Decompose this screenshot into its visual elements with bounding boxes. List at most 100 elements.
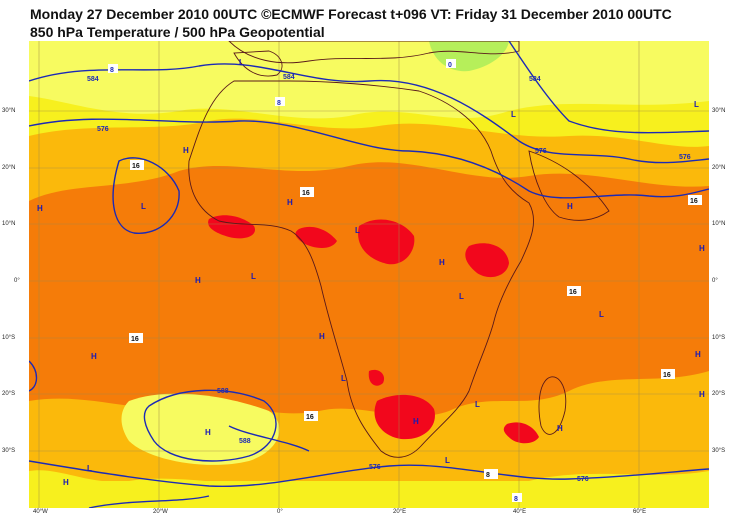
forecast-map: 0 8 8 16 16 16 16 16 16 16 8 8 584 576 5… [29,41,709,508]
center-4: H [183,146,189,155]
temp-label-11: 8 [512,493,522,503]
temp-label-10: 8 [484,469,498,479]
lat-left-20n: 20°N [2,165,16,171]
geopotential-label-group: 584 576 584 576 576 584 588 588 576 576 [87,74,691,483]
contour-584-ne [508,41,709,134]
center-24: L [445,456,450,465]
temp-label-3: 16 [130,160,144,170]
temp-label-1-text: 8 [110,67,114,74]
coast-africa [188,80,535,458]
center-6: H [287,198,293,207]
center-25: H [63,478,69,487]
lat-right-20s: 20°S [712,391,726,397]
geopotential-contours [29,41,709,508]
contour-576-far-south [88,495,210,508]
lat-left-0: 0° [14,278,20,284]
temp-label-2: 8 [275,97,285,107]
temp-label-3-text: 16 [132,163,140,170]
center-2: L [511,110,516,119]
geo-label-0: 584 [87,76,99,83]
center-23: L [87,464,92,473]
temp-label-0-text: 0 [448,62,452,69]
temp-label-4-text: 16 [302,190,310,197]
temp-label-7: 16 [129,333,143,343]
temp-label-2-text: 8 [277,100,281,107]
center-7: L [355,226,360,235]
center-18: H [205,428,211,437]
contour-576-south [29,460,709,488]
lat-left-20s: 20°S [2,391,16,397]
temp-label-5-text: 16 [690,198,698,205]
geo-label-5: 584 [529,76,541,83]
geo-label-7: 588 [239,438,251,445]
coastlines [188,41,610,458]
geo-label-4: 576 [679,154,691,161]
center-15: H [319,332,325,341]
temp-label-4: 16 [300,187,314,197]
lat-left-10s: 10°S [2,335,16,341]
lat-right-0: 0° [712,278,718,284]
center-3: L [141,202,146,211]
temp-label-0: 0 [446,59,456,69]
lon-axis: 40°W 20°W 0° 20°E 40°E 60°E [0,509,739,521]
lon-tick-40e: 40°E [513,509,527,515]
contour-584-ring-west [112,157,180,234]
center-13: L [459,292,464,301]
geo-label-3: 576 [535,148,547,155]
chart-subtitle: 850 hPa Temperature / 500 hPa Geopotenti… [30,24,325,40]
center-8: H [567,202,573,211]
center-1: L [694,100,699,109]
center-26: L [341,374,346,383]
geo-label-6: 588 [217,388,229,395]
center-17: H [695,350,701,359]
red-spot-namibia [368,369,385,386]
temp-label-10-text: 8 [486,472,490,479]
center-11: H [195,276,201,285]
pressure-center-group: L L L L H H H L H H L H H L L H H H H H … [37,58,705,487]
center-0: L [239,58,244,67]
temp-label-6: 16 [567,286,581,296]
center-22: H [699,390,705,399]
center-14: L [599,310,604,319]
red-spot-madagascar-west [503,422,539,444]
lat-right-10n: 10°N [712,221,726,227]
center-21: H [557,424,563,433]
lon-tick-20w: 20°W [153,509,168,515]
lat-left-30s: 30°S [2,448,16,454]
coast-iberia [233,50,283,77]
lon-tick-0: 0° [277,509,283,515]
temp-label-1: 8 [108,64,118,74]
lat-right-30s: 30°S [712,448,726,454]
temp-label-9: 16 [304,411,318,421]
lon-tick-20e: 20°E [393,509,407,515]
temperature-label-group: 0 8 8 16 16 16 16 16 16 16 8 8 [108,59,702,503]
temp-label-8: 16 [661,369,675,379]
lat-axis-right: 30°N 20°N 10°N 0° 10°S 20°S 30°S [712,0,738,526]
lat-axis-left: 30°N 20°N 10°N 0° 10°S 20°S 30°S [2,0,28,526]
geo-label-9: 576 [577,476,589,483]
center-5: H [37,204,43,213]
lat-left-30n: 30°N [2,108,16,114]
geo-label-8: 576 [369,464,381,471]
temp-label-8-text: 16 [663,372,671,379]
coast-europe [228,41,520,64]
red-spot-south-africa [374,394,435,440]
center-19: H [413,417,419,426]
red-spot-east-africa [465,243,509,278]
center-10: L [251,272,256,281]
temp-label-5: 16 [688,195,702,205]
lat-right-10s: 10°S [712,335,726,341]
coast-madagascar [538,376,567,435]
center-9: H [439,258,445,267]
lon-tick-40w: 40°W [33,509,48,515]
chart-title: Monday 27 December 2010 00UTC ©ECMWF For… [30,6,672,22]
red-spot-sahel-central [295,226,337,248]
geo-label-2: 584 [283,74,295,81]
coast-arabia [528,150,610,221]
red-spot-sudan [358,219,415,265]
contour-576-north [29,118,709,199]
temp-label-9-text: 16 [306,414,314,421]
lat-right-30n: 30°N [712,108,726,114]
center-20: L [475,400,480,409]
contour-588-south [143,389,277,462]
